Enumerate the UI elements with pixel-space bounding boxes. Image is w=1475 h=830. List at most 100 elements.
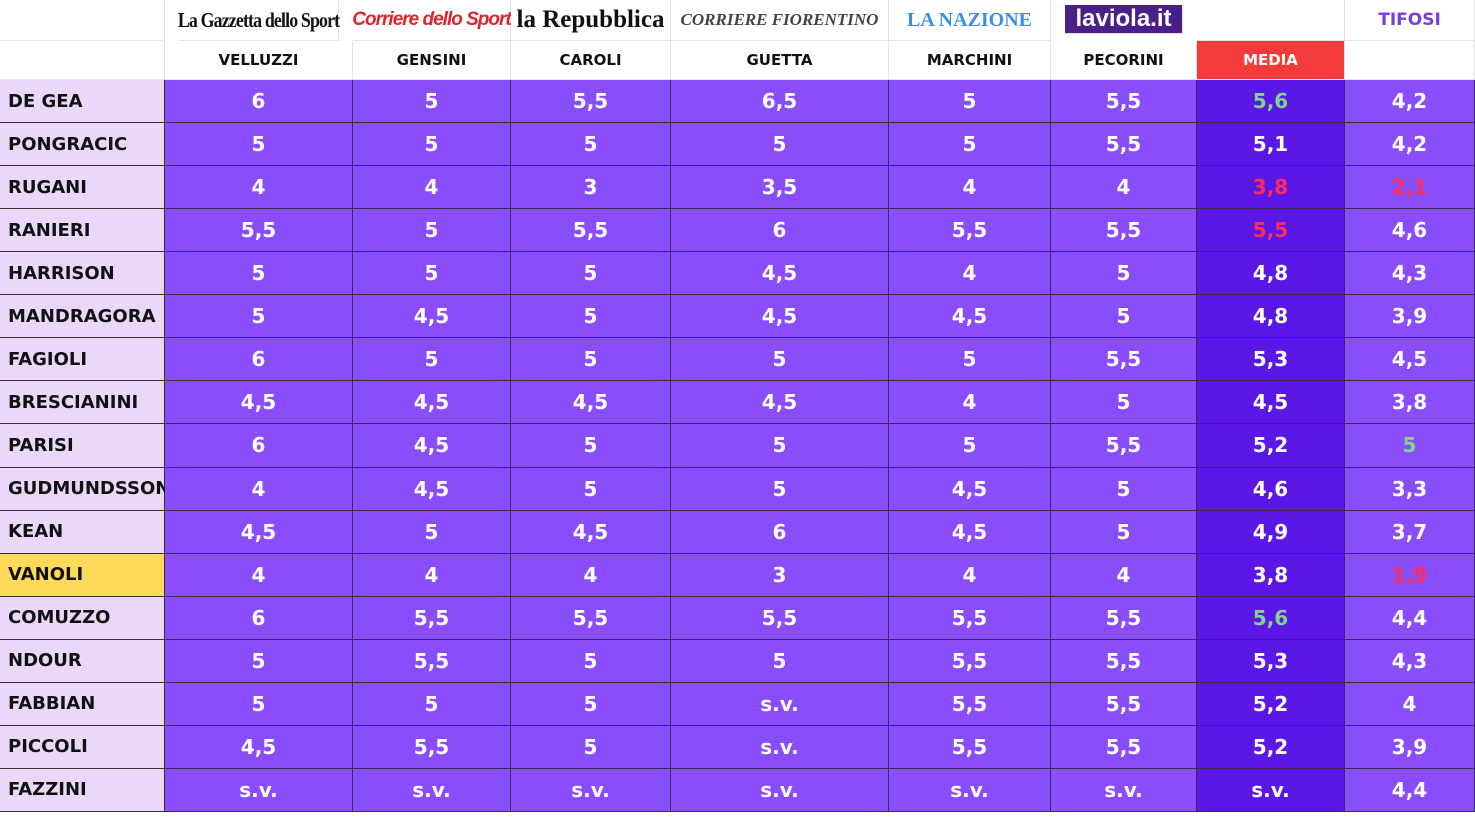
tifosi-value: 3,3 [1345,467,1475,511]
rating: 4 [889,553,1051,597]
media-value: 5,6 [1197,80,1345,124]
rating: 6 [671,209,889,253]
media-value: 5,6 [1197,596,1345,640]
journalist: CAROLI [511,41,671,80]
outlet-logo: La Gazzetta dello Sport [178,0,340,41]
rating: 5,5 [353,639,511,683]
rating: 4,5 [671,252,889,296]
media-value: 4,8 [1197,295,1345,339]
media-value: 5,2 [1197,725,1345,769]
journalist: PECORINI [1051,41,1197,80]
rating: 4 [353,553,511,597]
rating: 5 [165,295,353,339]
rating: 5 [353,510,511,554]
rating: 5,5 [1051,123,1197,167]
rating: 4,5 [889,295,1051,339]
outlet-logo: Corriere dello Sport [352,0,512,41]
rating: 5 [353,682,511,726]
rating: s.v. [671,725,889,769]
rating: 3,5 [671,166,889,210]
rating: 5 [1051,252,1197,296]
player-name: HARRISON [0,252,165,296]
rating: 5 [511,252,671,296]
rating: 5 [671,338,889,382]
journalist: GUETTA [671,41,889,80]
rating: 5 [889,123,1051,167]
rating: 5,5 [353,725,511,769]
rating: 5,5 [511,596,671,640]
media-value: 5,5 [1197,209,1345,253]
rating: 4,5 [165,381,353,425]
rating: 4 [165,166,353,210]
rating: 5 [511,295,671,339]
rating: 5 [353,209,511,253]
media-value: 4,6 [1197,467,1345,511]
player-name: DE GEA [0,80,165,124]
rating: 5 [165,682,353,726]
tifosi-value: 4,6 [1345,209,1475,253]
rating: 5 [671,467,889,511]
rating: 4 [1051,166,1197,210]
tifosi-value: 4,3 [1345,252,1475,296]
media-value: 5,2 [1197,682,1345,726]
rating: 4 [1051,553,1197,597]
journalist: VELLUZZI [165,41,353,80]
rating: s.v. [165,768,353,812]
rating: 5 [165,123,353,167]
rating: 4,5 [889,467,1051,511]
rating: 4,5 [671,295,889,339]
rating: 5 [511,682,671,726]
rating: 5 [353,338,511,382]
rating: s.v. [353,768,511,812]
player-name: FAGIOLI [0,338,165,382]
rating: 4,5 [511,381,671,425]
player-name: BRESCIANINI [0,381,165,425]
player-name: KEAN [0,510,165,554]
rating: 6 [165,80,353,124]
media-header: MEDIA [1197,41,1345,80]
tifosi-value: 4,2 [1345,123,1475,167]
rating: 5 [353,123,511,167]
rating: 5 [165,252,353,296]
rating: 6 [165,596,353,640]
player-name: FABBIAN [0,682,165,726]
rating: 4 [511,553,671,597]
tifosi-value: 4,4 [1345,596,1475,640]
tifosi-value: 3,9 [1345,725,1475,769]
player-name: PONGRACIC [0,123,165,167]
player-name: COMUZZO [0,596,165,640]
rating: 4,5 [353,467,511,511]
rating: 5 [353,252,511,296]
rating: s.v. [511,768,671,812]
tifosi-value: 4,3 [1345,639,1475,683]
rating: 5 [889,80,1051,124]
media-value: 3,8 [1197,166,1345,210]
player-name: RUGANI [0,166,165,210]
media-value: 4,8 [1197,252,1345,296]
tifosi-value: 5 [1345,424,1475,468]
rating: 5,5 [671,596,889,640]
media-value: 4,9 [1197,510,1345,554]
tifosi-value: 4,2 [1345,80,1475,124]
rating: 3 [671,553,889,597]
tifosi-value: 4 [1345,682,1475,726]
tifosi-value: 3,7 [1345,510,1475,554]
tifosi-value: 4,5 [1345,338,1475,382]
rating: 5,5 [1051,725,1197,769]
media-value: s.v. [1197,768,1345,812]
rating: 5 [889,424,1051,468]
rating: 4,5 [353,381,511,425]
rating: 5 [511,639,671,683]
rating: 6 [165,338,353,382]
rating: 5,5 [1051,682,1197,726]
outlet-logo: CORRIERE FIORENTINO [671,0,889,41]
rating: 5,5 [889,639,1051,683]
rating: 4 [165,553,353,597]
outlet-logo: LA NAZIONE [889,0,1051,41]
rating: 3 [511,166,671,210]
rating: 6 [165,424,353,468]
rating: s.v. [671,682,889,726]
rating: 5 [511,424,671,468]
rating: 6,5 [671,80,889,124]
rating: 4 [889,166,1051,210]
